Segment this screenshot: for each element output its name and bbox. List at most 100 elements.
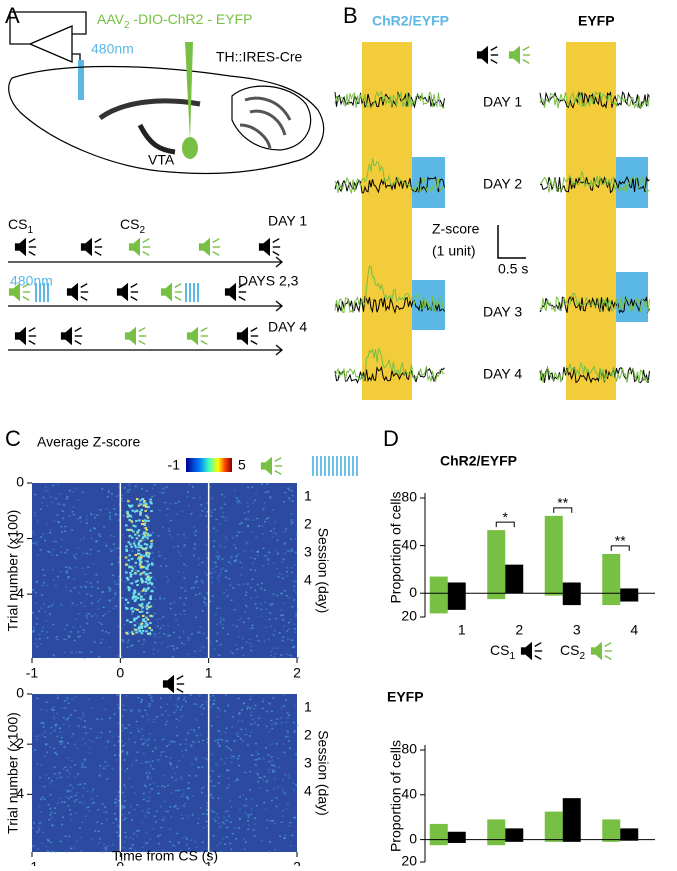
heatmap-speckle — [223, 762, 226, 765]
heatmap-speckle — [293, 623, 296, 626]
heatmap-speckle — [134, 849, 137, 852]
heatmap-speckle — [100, 623, 103, 625]
heatmap-speckle — [187, 797, 189, 800]
heatmap-speckle — [50, 605, 53, 607]
heatmap-speckle — [262, 758, 265, 760]
bar — [429, 576, 448, 594]
heatmap-speckle — [184, 597, 187, 599]
heatmap-speckle — [169, 607, 172, 610]
bar-below — [544, 593, 563, 596]
heatmap-speckle — [225, 757, 228, 759]
heatmap-speckle — [248, 638, 251, 640]
heatmap-speckle — [220, 850, 223, 853]
heatmap-speckle — [188, 483, 191, 485]
heatmap-speckle — [144, 573, 148, 576]
heatmap-speckle — [195, 846, 198, 848]
heatmap-speckle — [196, 576, 198, 578]
heatmap-speckle — [140, 546, 144, 549]
heatmap-speckle — [38, 633, 41, 636]
heatmap-speckle — [189, 744, 192, 746]
heatmap-speckle — [102, 615, 105, 617]
bar-below — [562, 839, 581, 842]
heatmap-speckle — [108, 599, 111, 601]
heatmap-speckle — [149, 546, 152, 549]
heatmap-speckle — [254, 493, 257, 495]
heatmap-speckle — [43, 574, 46, 577]
heatmap-speckle — [283, 590, 286, 592]
heatmap-speckle — [208, 775, 211, 778]
session-label: 1 — [304, 488, 312, 504]
legend-sub: 2 — [579, 651, 585, 662]
heatmap-speckle — [286, 712, 289, 714]
heatmap-speckle — [101, 851, 104, 853]
heatmap-speckle — [88, 810, 91, 812]
heatmap-speckle — [85, 615, 88, 617]
heatmap-speckle — [54, 725, 57, 727]
heatmap-speckle — [209, 695, 212, 698]
heatmap-speckle — [160, 754, 163, 757]
heatmap-speckle — [105, 746, 108, 748]
heatmap-speckle — [160, 642, 163, 645]
cs-text: CS — [120, 216, 139, 232]
heatmap-speckle — [73, 847, 76, 849]
heatmap-speckle — [215, 565, 218, 568]
heatmap-speckle — [195, 530, 197, 532]
heatmap-speckle — [135, 720, 138, 723]
heatmap-speckle — [69, 784, 72, 786]
heatmap-speckle — [157, 535, 160, 537]
heatmap-speckle — [250, 798, 253, 800]
heatmap-speckle — [140, 508, 143, 511]
heatmap-speckle — [112, 607, 115, 609]
heatmap-speckle — [130, 805, 132, 808]
heatmap-speckle — [131, 610, 135, 613]
heatmap-speckle — [107, 489, 110, 492]
heatmap-speckle — [198, 592, 201, 595]
heatmap-speckle — [86, 593, 89, 595]
heatmap-speckle — [169, 645, 172, 647]
y2-axis-label: Session (day) — [315, 730, 331, 816]
heatmap-speckle — [82, 632, 85, 634]
heatmap-speckle — [140, 622, 144, 625]
heatmap-speckle — [271, 536, 274, 538]
heatmap-speckle — [68, 835, 71, 838]
x-tick-label: -1 — [26, 859, 39, 866]
heatmap-speckle — [294, 631, 296, 633]
heatmap-speckle — [147, 505, 150, 508]
heatmap-speckle — [104, 613, 107, 615]
heatmap-speckle — [75, 799, 78, 801]
amplifier — [9, 11, 87, 63]
heatmap-speckle — [126, 489, 129, 491]
heatmap-speckle — [238, 583, 241, 586]
heatmap-speckle — [156, 715, 158, 718]
heatmap-speckle — [81, 802, 84, 804]
heatmap-speckle — [137, 829, 140, 832]
x-tick-label: 0 — [116, 859, 124, 866]
fiber — [78, 60, 84, 100]
heatmap-speckle — [149, 622, 152, 624]
heatmap-speckle — [151, 828, 154, 830]
heatmap-speckle — [142, 535, 145, 538]
heatmap-speckle — [66, 570, 68, 572]
heatmap-speckle — [57, 695, 59, 697]
heatmap-speckle — [84, 815, 87, 817]
heatmap-speckle — [77, 717, 80, 719]
heatmap-speckle — [295, 533, 298, 535]
heatmap-speckle — [205, 515, 208, 517]
heatmap-speckle — [111, 843, 114, 846]
heatmap-speckle — [242, 740, 245, 742]
heatmap-speckle — [198, 695, 201, 697]
heatmap-speckle — [53, 718, 56, 720]
heatmap-speckle — [62, 716, 65, 719]
heatmap-speckle — [128, 515, 131, 518]
heatmap-speckle — [125, 588, 128, 590]
heatmap-speckle — [225, 727, 228, 730]
heatmap-speckle — [63, 638, 66, 641]
heatmap-speckle — [210, 642, 213, 645]
heatmap-speckle — [175, 766, 178, 768]
heatmap-speckle — [117, 655, 119, 657]
heatmap-speckle — [162, 750, 165, 753]
heatmap-speckle — [32, 542, 35, 545]
heatmap-speckle — [201, 645, 204, 648]
heatmap-speckle — [60, 545, 63, 548]
heatmap-speckle — [82, 712, 85, 714]
